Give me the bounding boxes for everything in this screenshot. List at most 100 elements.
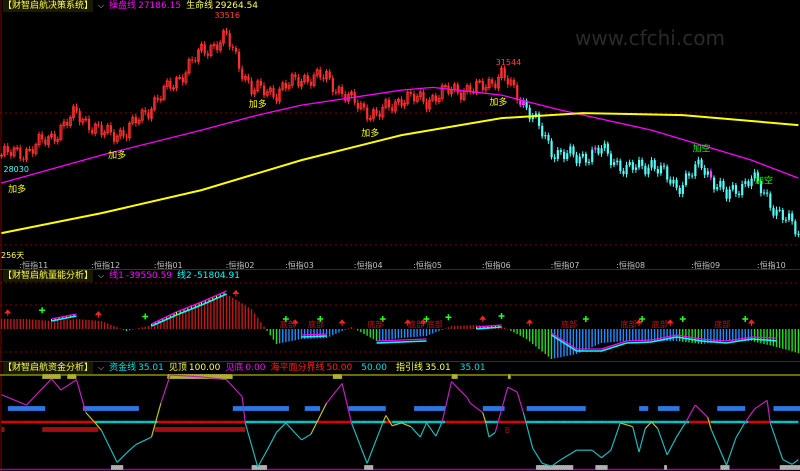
candle	[418, 91, 422, 98]
candle	[118, 129, 122, 137]
candle	[93, 123, 97, 134]
chevron-down-icon[interactable]: ⌵	[98, 1, 105, 10]
candle	[44, 139, 47, 145]
line2-segment	[151, 314, 177, 327]
candle	[619, 160, 622, 171]
buy-mark-icon	[423, 316, 430, 322]
candle	[613, 162, 616, 166]
fund-line-segment	[51, 378, 62, 391]
fund-line-segment	[366, 422, 384, 464]
candle	[628, 162, 631, 166]
chevron-down-icon[interactable]: ⌵	[98, 271, 105, 280]
x-tick-label: :恒指11	[19, 261, 49, 270]
candle	[388, 99, 391, 108]
fund-line-segment	[451, 381, 468, 398]
red-marker	[1, 426, 5, 433]
bottom-label: 底部	[714, 319, 730, 329]
fund-line-segment	[150, 403, 162, 438]
line2-segment	[401, 340, 427, 343]
price-label: 31544	[496, 58, 521, 67]
fund-line-segment	[735, 421, 746, 439]
candle	[731, 185, 734, 190]
line2-segment	[476, 326, 502, 330]
candle	[547, 135, 550, 141]
indicator-value-bottom: 0.00	[245, 363, 266, 373]
line1-segment	[301, 333, 327, 336]
bottom-marker	[363, 464, 374, 471]
fund-line-segment	[675, 421, 687, 438]
candle	[337, 86, 341, 93]
candle	[50, 133, 54, 138]
chevron-down-icon[interactable]: ⌵	[98, 363, 105, 372]
fund-line-segment	[326, 383, 343, 404]
fund-panel-title[interactable]: 【财智启航资金分析】	[3, 362, 94, 374]
candle	[406, 91, 410, 104]
candle	[175, 77, 179, 89]
candle	[409, 92, 413, 94]
candle	[634, 167, 638, 170]
fund-line-segment	[469, 402, 484, 414]
fund-line-segment	[94, 422, 102, 431]
line1-segment	[401, 338, 427, 341]
candle	[97, 124, 100, 126]
candle	[650, 160, 653, 168]
candle	[62, 121, 66, 127]
candle	[393, 101, 397, 112]
sell-mark-icon	[4, 309, 12, 316]
indicator-label-guide: 指引线	[396, 363, 424, 373]
candle	[616, 160, 619, 163]
candle	[713, 177, 716, 190]
bottom-marker	[110, 464, 124, 471]
fund-line-segment	[160, 374, 171, 404]
candle	[209, 45, 213, 57]
indicator-label-fund: 资金线	[109, 363, 137, 373]
candle	[75, 106, 78, 112]
fund-line-segment	[135, 436, 152, 446]
candle	[350, 91, 354, 96]
candle	[109, 125, 113, 133]
candle	[256, 80, 260, 91]
blue-marker	[657, 405, 680, 412]
candle	[678, 187, 681, 194]
fund-line-segment	[100, 430, 118, 463]
watermark: www.cfchi.com	[575, 26, 725, 50]
bottom-label: 底部	[367, 319, 383, 329]
main-panel-title[interactable]: 【财智启航决策系统】	[3, 0, 94, 12]
candle	[25, 149, 29, 160]
candle	[366, 107, 369, 120]
candle	[725, 189, 728, 199]
candle	[34, 144, 38, 155]
candle	[494, 83, 497, 89]
candle	[456, 84, 459, 93]
candle	[428, 99, 432, 110]
candle	[431, 95, 435, 101]
fund-line-segment	[560, 449, 577, 461]
candle	[666, 166, 669, 180]
candle	[128, 122, 132, 139]
candle	[368, 117, 372, 120]
candle	[134, 117, 138, 124]
candle	[384, 99, 388, 108]
volume-panel-title[interactable]: 【财智启航量能分析】	[3, 270, 94, 282]
candle	[769, 193, 772, 208]
bottom-label: 底部	[621, 319, 637, 329]
fund-line-segment	[488, 431, 496, 438]
blue-marker	[526, 405, 587, 412]
candle	[741, 183, 744, 196]
candle	[162, 86, 166, 100]
candle	[200, 43, 204, 51]
sell-mark-icon	[404, 319, 412, 326]
line1-segment	[651, 334, 677, 341]
line2-segment	[626, 341, 652, 344]
candle	[194, 60, 197, 62]
candle	[659, 165, 663, 174]
candle	[159, 98, 163, 101]
candle	[356, 102, 359, 109]
bottom-marker	[779, 464, 800, 471]
fund-line-segment	[301, 433, 312, 441]
candle	[225, 30, 228, 34]
bottom-marker	[720, 464, 730, 471]
red-marker	[154, 426, 246, 433]
fund-line-segment	[666, 436, 678, 456]
candle	[0, 154, 4, 157]
